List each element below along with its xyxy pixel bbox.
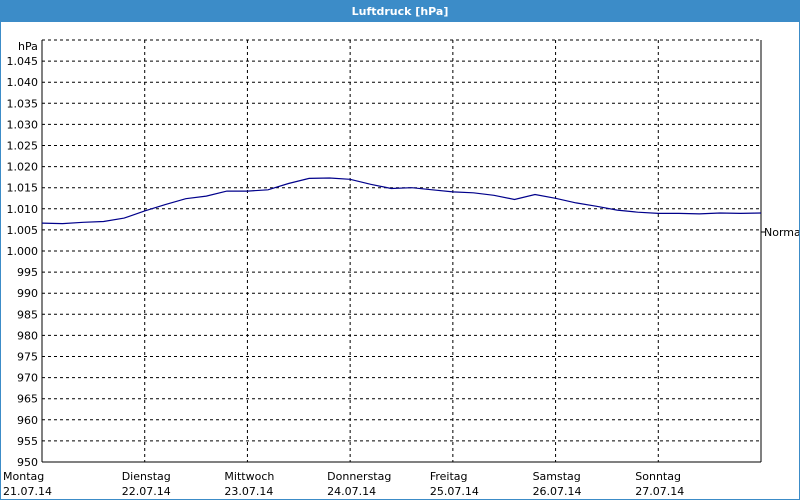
x-tick-date: 22.07.14 (122, 485, 171, 498)
x-tick-date: 25.07.14 (430, 485, 479, 498)
x-tick-day: Samstag (533, 470, 581, 483)
y-tick-label: 1.020 (7, 161, 39, 174)
y-tick-label: 950 (17, 456, 38, 469)
y-tick-label: 1.035 (7, 97, 39, 110)
y-tick-label: 985 (17, 308, 38, 321)
y-tick-label: 975 (17, 351, 38, 364)
y-tick-label: 1.030 (7, 118, 39, 131)
y-tick-label: 970 (17, 372, 38, 385)
x-tick-day: Freitag (430, 470, 468, 483)
x-tick-date: 24.07.14 (327, 485, 376, 498)
y-tick-label: 1.005 (7, 224, 39, 237)
x-tick-date: 23.07.14 (224, 485, 273, 498)
y-tick-label: 1.045 (7, 55, 39, 68)
x-tick-day: Mittwoch (224, 470, 274, 483)
y-tick-label: 960 (17, 414, 38, 427)
x-tick-date: 21.07.14 (3, 485, 52, 498)
x-tick-day: Sonntag (635, 470, 681, 483)
y-tick-label: 1.015 (7, 182, 39, 195)
window-title: Luftdruck [hPa] (1, 1, 799, 22)
y-tick-label: 965 (17, 393, 38, 406)
y-tick-label: 1.025 (7, 140, 39, 153)
y-tick-label: 990 (17, 287, 38, 300)
x-tick-day: Dienstag (122, 470, 171, 483)
y-tick-label: 955 (17, 435, 38, 448)
y-axis-label: hPa (18, 40, 38, 53)
x-tick-date: 26.07.14 (533, 485, 582, 498)
y-tick-label: 1.040 (7, 76, 39, 89)
y-tick-label: 980 (17, 329, 38, 342)
normal-label: Normal (764, 226, 799, 239)
y-tick-label: 1.000 (7, 245, 39, 258)
x-tick-date: 27.07.14 (635, 485, 684, 498)
x-tick-day: Donnerstag (327, 470, 391, 483)
pressure-line (41, 177, 762, 225)
x-tick-day: Montag (3, 470, 44, 483)
pressure-chart: 950 955 960 965 970 975 980 985 990 995 1.000 1.005… (3, 39, 799, 498)
y-tick-label: 995 (17, 266, 38, 279)
y-tick-label: 1.010 (7, 203, 39, 216)
